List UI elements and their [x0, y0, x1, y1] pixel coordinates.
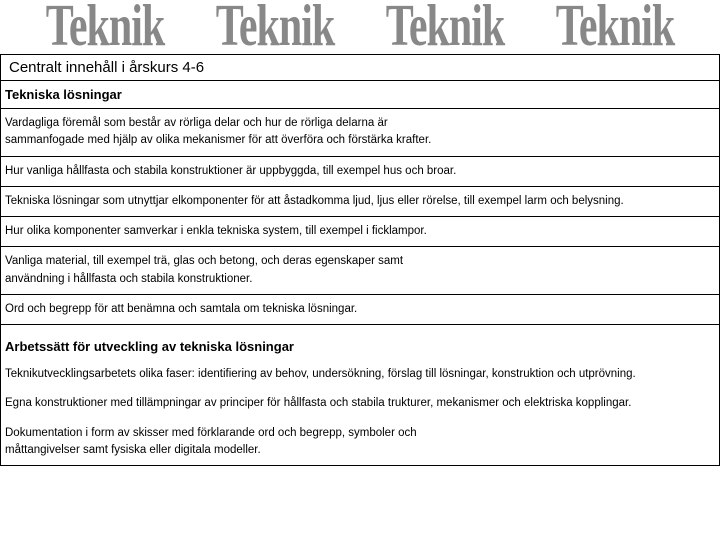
- section-heading-1: Tekniska lösningar: [1, 81, 719, 109]
- banner-word-1: Teknik: [46, 0, 165, 61]
- list-item: Egna konstruktioner med tillämpningar av…: [1, 389, 719, 418]
- header-banner: Teknik Teknik Teknik Teknik: [0, 0, 720, 54]
- list-item: Tekniska lösningar som utnyttjar elkompo…: [1, 187, 719, 217]
- list-item: Ord och begrepp för att benämna och samt…: [1, 295, 719, 324]
- list-item: Dokumentation i form av skisser med förk…: [1, 419, 719, 466]
- banner-word-2: Teknik: [216, 0, 335, 61]
- content-box-2: Arbetssätt för utveckling av tekniska lö…: [0, 325, 720, 466]
- banner-word-3: Teknik: [386, 0, 505, 61]
- list-item: Hur vanliga hållfasta och stabila konstr…: [1, 157, 719, 187]
- section-heading-2: Arbetssätt för utveckling av tekniska lö…: [1, 325, 719, 360]
- list-item: Vardagliga föremål som består av rörliga…: [1, 109, 719, 157]
- content-box-1: Centralt innehåll i årskurs 4-6 Tekniska…: [0, 54, 720, 325]
- list-item: Hur olika komponenter samverkar i enkla …: [1, 217, 719, 247]
- list-item: Vanliga material, till exempel trä, glas…: [1, 247, 719, 295]
- list-item: Teknikutvecklingsarbetets olika faser: i…: [1, 360, 719, 389]
- banner-word-4: Teknik: [556, 0, 675, 61]
